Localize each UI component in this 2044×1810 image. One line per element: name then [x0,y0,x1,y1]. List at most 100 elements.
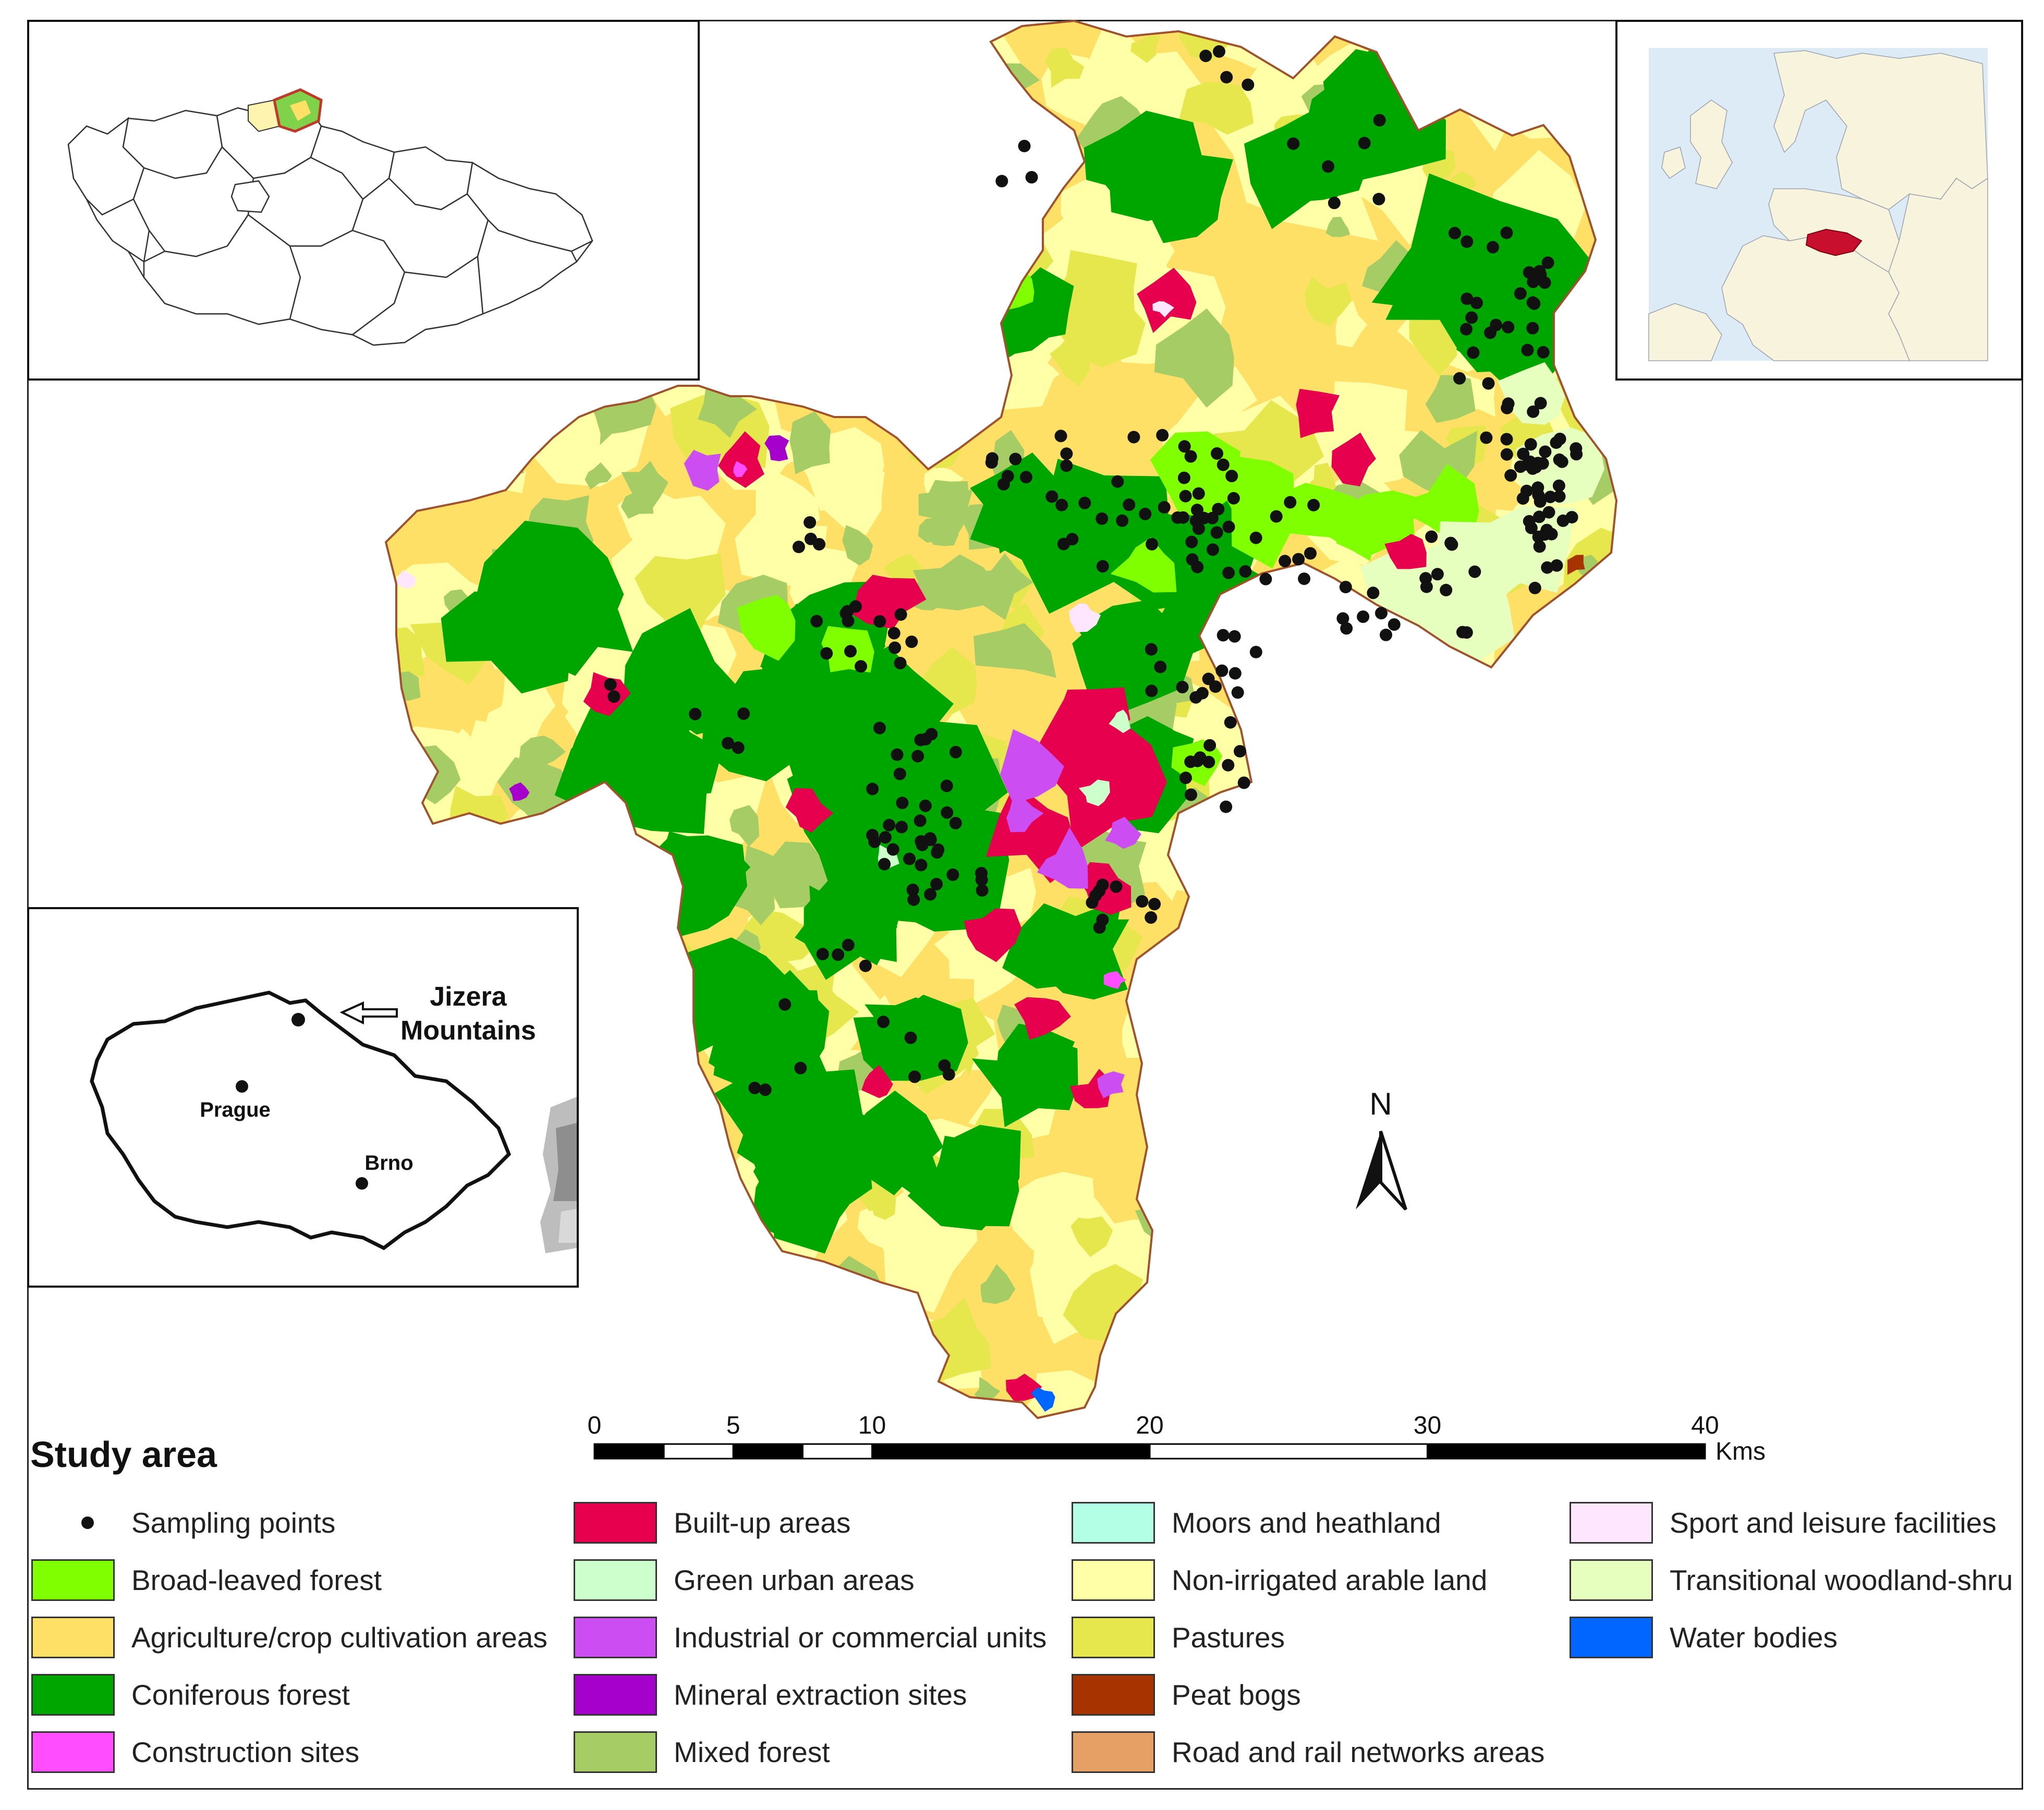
land-cover-arable [868,317,908,362]
sampling-point [1136,895,1149,908]
sampling-point [1220,71,1233,84]
north-arrow-icon: N [1356,1086,1407,1211]
sampling-point [894,608,907,621]
land-cover-pastures [817,114,878,171]
sampling-point [1184,450,1197,463]
land-cover-mixed-forest [635,1347,660,1365]
land-cover-mixed-forest [842,525,873,566]
land-cover-mixed-forest [1556,928,1616,995]
land-cover-mixed-forest [817,292,902,365]
legend-label: Built-up areas [674,1507,851,1539]
land-cover-pastures [1071,329,1104,366]
legend-swatch [574,1674,657,1716]
land-cover-pastures [1051,250,1137,335]
legend-item: Water bodies [1570,1616,1838,1659]
land-cover-coniferous [751,1161,849,1240]
land-cover-arable [808,21,922,93]
land-cover-pastures [1240,1167,1368,1275]
land-cover-pastures [1166,1365,1245,1418]
scale-bar-unit: Kms [1716,1438,1766,1465]
land-cover-arable [1560,703,1616,798]
land-cover-pastures [1264,737,1300,763]
land-cover-pastures [1178,81,1254,135]
sampling-point [1287,137,1300,150]
regions-outline-map [67,88,593,346]
land-cover-pastures [1481,1342,1550,1404]
sampling-point [1222,759,1235,772]
sampling-point [1524,438,1537,451]
sampling-point [1222,566,1235,579]
legend-swatch [1072,1502,1155,1544]
sampling-point [689,707,702,720]
land-cover-arable [846,1336,880,1372]
land-cover-pastures [1206,1164,1310,1283]
sampling-point [931,846,944,859]
sampling-point [1228,667,1242,680]
land-cover-construction [1103,971,1126,989]
legend-swatch [1072,1617,1155,1658]
land-cover-mixed-forest [899,21,979,82]
land-cover-pastures [1211,1008,1251,1052]
scale-bar-segment [663,1443,734,1460]
legend-label: Road and rail networks areas [1172,1736,1545,1768]
sampling-point [842,938,855,951]
land-cover-coniferous [935,1135,1019,1227]
sampling-point [1523,515,1536,528]
sampling-point [1514,460,1527,473]
land-cover-arable [1164,1241,1284,1369]
land-cover-arable [1337,1292,1401,1361]
land-cover-mixed-forest [1349,1339,1375,1361]
land-cover-arable [1255,955,1296,992]
sampling-point [1468,565,1481,578]
sampling-point [1146,537,1159,551]
land-cover-builtup [1331,432,1376,486]
land-cover-arable [846,167,964,275]
sampling-point [911,750,924,763]
legend-label: Mineral extraction sites [674,1679,967,1711]
sampling-point [1212,503,1225,516]
sampling-point [879,831,892,844]
land-cover-builtup [785,788,834,833]
legend-swatch [574,1502,657,1544]
land-cover-arable [386,399,445,463]
sampling-point [891,748,904,761]
land-cover-pastures [1130,35,1161,63]
land-cover-builtup [964,908,1021,962]
sampling-point [1461,292,1474,305]
neighbor-relief [540,1097,577,1253]
land-cover-coniferous [1072,608,1161,708]
sampling-point [1465,311,1478,324]
sampling-point [1449,227,1461,240]
land-cover-mixed-forest [527,381,573,426]
sampling-point [866,782,879,796]
land-cover-arable [1282,1198,1353,1271]
sampling-point [1270,510,1283,523]
land-cover-arable [735,509,828,587]
sampling-point [1198,511,1210,524]
land-cover-coniferous [995,1023,1075,1109]
land-cover-coniferous [970,452,1076,554]
legend-swatch [1072,1731,1155,1773]
legend-item: Moors and heathland [1072,1501,1441,1544]
sampling-point [894,656,907,669]
land-cover-arable [1227,599,1285,652]
land-cover-arable [1497,1163,1597,1245]
land-cover-mixed-forest [1475,924,1557,988]
land-cover-mixed-forest [1424,1219,1478,1266]
land-cover-arable [1263,1050,1372,1140]
region-boundary [384,19,1618,1420]
sampling-point [1460,323,1473,336]
legend-title: Study area [30,1434,217,1475]
land-cover-builtup [1296,388,1340,438]
land-cover-pastures [1342,703,1385,743]
sampling-point [804,516,817,529]
land-cover-industrial [1000,729,1064,804]
land-cover-mixed-forest [1270,1280,1311,1328]
land-cover-pastures [473,423,524,467]
land-cover-arable [1471,22,1525,79]
land-cover-industrial [1037,827,1088,889]
sampling-point [1526,462,1539,475]
sampling-point [941,806,954,819]
sampling-point [1192,487,1205,500]
sampling-point [855,660,867,673]
